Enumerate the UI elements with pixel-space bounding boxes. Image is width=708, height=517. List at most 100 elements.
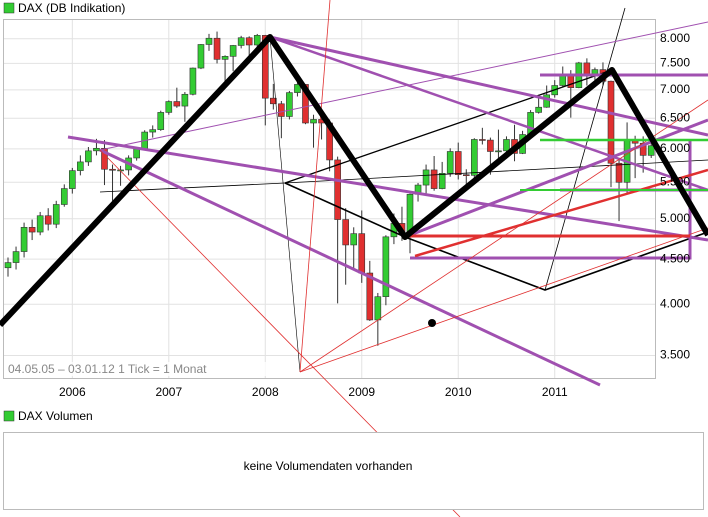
candle-body [543,94,550,108]
candle-body [221,56,229,60]
candle-body [20,227,28,252]
candle-body [607,80,615,164]
candle-body [173,101,181,107]
candle-body [12,251,20,263]
y-tick-label: 7.000 [660,82,690,96]
trend-line [67,135,708,242]
trend-line [269,36,301,373]
candle-body [93,147,100,152]
candle-body [358,233,366,274]
candle-body [430,169,438,189]
x-tick-label: 2011 [542,385,568,399]
trend-line [99,21,708,151]
y-tick-label: 6.500 [660,110,690,124]
candle-body [189,67,197,95]
trend-line [269,35,708,192]
trend-line [299,227,708,373]
candle-body [69,170,76,189]
candle-body [157,112,165,130]
candle-body [310,119,317,124]
volume-title: DAX Volumen [18,409,93,423]
footnote: 04.05.05 – 03.01.12 1 Tick = 1 Monat [8,362,207,376]
x-tick-label: 2010 [445,385,472,399]
candle-body [278,103,285,117]
plot-frame [3,19,656,379]
candle-body [165,101,173,113]
candle-body [229,45,237,57]
candle-body [44,215,52,225]
candle-body [350,233,358,246]
candle-body [454,151,462,175]
trend-line [410,140,692,260]
candle-body [487,139,494,152]
candle-body [237,37,245,46]
trend-line [544,7,626,291]
trend-line [414,168,708,258]
candle-body [205,37,213,45]
x-tick-label: 2007 [155,385,182,399]
candle-body [77,161,84,171]
volume-note: keine Volumendaten vorhanden [244,459,413,473]
candle-body [181,93,189,107]
candle-body [366,272,374,321]
candle-body [503,139,510,152]
candle-body [149,129,157,133]
candle-body [133,148,140,159]
trend-line [99,148,601,387]
trend-line [284,69,613,184]
candle-body [535,106,542,113]
x-tick-label: 2008 [252,385,279,399]
candle-body [334,159,341,220]
y-tick-label: 7.500 [660,56,690,70]
candle-body [245,37,253,46]
candle-body [374,296,382,321]
y-tick-label: 5.000 [660,211,690,225]
trend-line [99,159,708,193]
candle-body [567,75,575,88]
chart-title: DAX (DB Indikation) [18,1,125,15]
candle-body [85,150,92,163]
candle-body [615,162,623,183]
candle-body [471,139,478,176]
candle-body [647,145,655,156]
y-tick-label: 3.500 [660,348,690,362]
candle-body [495,150,502,153]
y-tick-label: 4.000 [660,296,690,310]
candle-body [261,35,269,99]
candle-body [270,97,277,105]
candle-body [382,236,390,298]
candle-body [286,92,293,117]
candle-body [446,151,454,174]
candle-body [479,139,486,141]
candle-body [253,35,261,46]
y-tick-label: 4.500 [660,251,690,265]
candle-body [109,168,116,171]
trend-line [284,182,708,291]
y-tick-label: 5.500 [660,174,690,188]
candle-body [36,215,44,233]
x-tick-label: 2006 [59,385,86,399]
x-tick-label: 2009 [348,385,375,399]
volume-panel [3,432,704,510]
y-tick-label: 8.000 [660,31,690,45]
candle-body [213,37,221,60]
candle-body [342,219,349,246]
candle-body [294,84,301,93]
legend-swatch [3,410,15,422]
footnote-bg [6,362,296,376]
trend-line [299,0,331,373]
candle-body [462,174,470,176]
candle-body [101,147,108,170]
trend-line [269,35,708,137]
trend-line [0,34,708,328]
candle-body [197,44,205,69]
candle-body [559,75,567,86]
candle-body [52,204,60,225]
candle-body [422,169,430,186]
legend-swatch [3,2,15,14]
candle-body [4,262,12,269]
marker-dot [428,319,436,327]
plot-area [4,20,655,378]
candle-body [28,227,36,233]
